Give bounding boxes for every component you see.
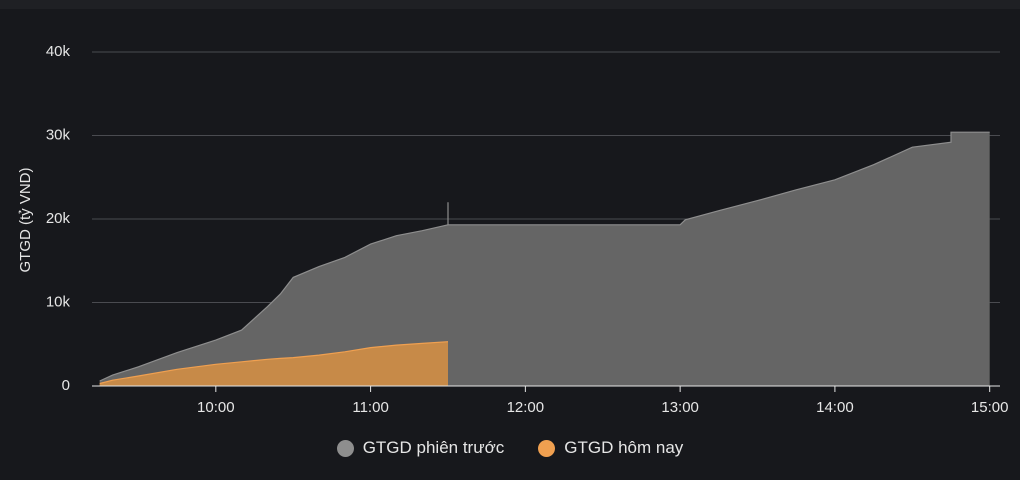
x-tick-label: 10:00 xyxy=(197,399,235,416)
y-tick-label: 0 xyxy=(62,377,70,394)
y-tick-label: 20k xyxy=(46,210,71,227)
x-tick-label: 15:00 xyxy=(971,399,1009,416)
chart: GTGD (tỷ VND) 0 10k 20k 30k 40k 10:00 11:00 12:… xyxy=(0,0,1020,416)
y-axis-title: GTGD (tỷ VND) xyxy=(17,168,34,273)
top-bar xyxy=(0,0,1020,9)
legend: GTGD phiên trước GTGD hôm nay xyxy=(0,438,1020,458)
legend-label: GTGD hôm nay xyxy=(564,438,684,457)
x-tick-label: 14:00 xyxy=(816,399,854,416)
area-line xyxy=(99,341,449,385)
area-line xyxy=(99,131,990,382)
area-fill xyxy=(99,341,448,386)
legend-item[interactable]: GTGD phiên trước xyxy=(336,438,505,458)
y-tick-label: 10k xyxy=(46,293,71,310)
area-fill xyxy=(99,132,990,386)
legend-label: GTGD phiên trước xyxy=(362,438,505,457)
legend-item[interactable]: GTGD hôm nay xyxy=(538,438,683,458)
legend-dot xyxy=(538,439,556,457)
x-tick-label: 13:00 xyxy=(661,399,699,416)
legend-dot xyxy=(336,439,354,457)
y-tick-label: 30k xyxy=(46,126,71,143)
x-tick-label: 12:00 xyxy=(507,399,545,416)
y-tick-label: 40k xyxy=(46,43,71,60)
x-tick-label: 11:00 xyxy=(352,399,388,416)
